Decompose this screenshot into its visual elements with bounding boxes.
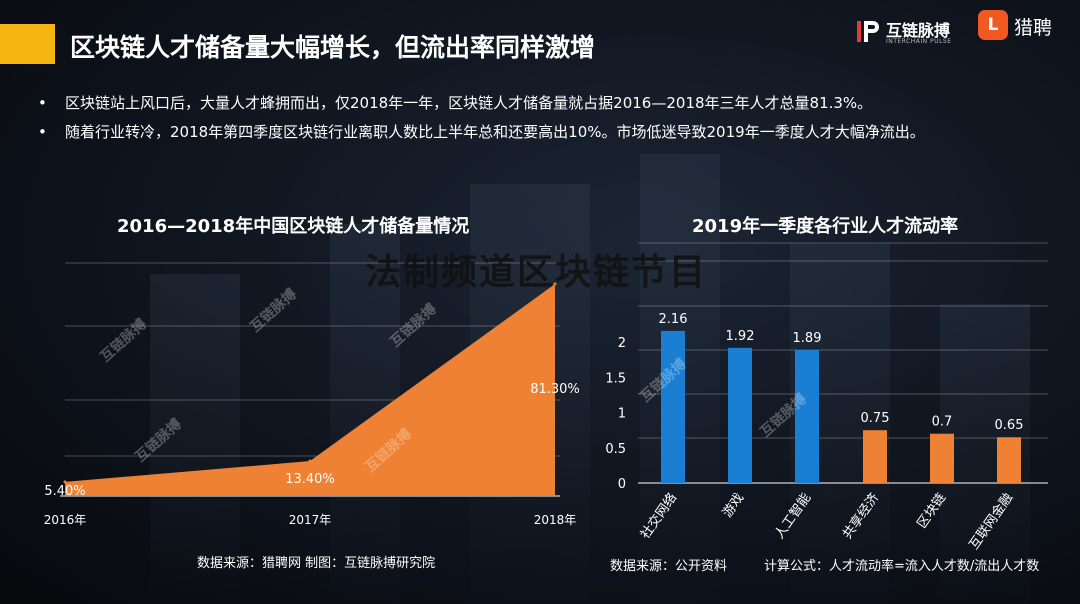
chart1-x-tick-label: 2018年 xyxy=(534,513,577,527)
chart2-y-tick-label: 1.5 xyxy=(605,371,626,386)
overlay-caption: 法制频道区块链节目 xyxy=(365,252,708,293)
chart2-x-tick-label: 区块链 xyxy=(915,491,950,532)
chart1-data-label: 13.40% xyxy=(285,472,335,487)
chart1-point xyxy=(553,282,557,286)
interchain-pulse-logo-subtitle: INTERCHAIN PULSE xyxy=(886,38,952,45)
chart2-y-tick-label: 2 xyxy=(618,336,626,351)
chart2-data-label: 2.16 xyxy=(659,312,688,327)
bullet-item: 随着行业转冷，2018年第四季度区块链行业离职人数比上半年总和还要高出10%。市… xyxy=(38,118,1048,147)
chart1-point xyxy=(63,480,67,484)
bullet-list: 区块链站上风口后，大量人才蜂拥而出，仅2018年一年，区块链人才储备量就占据20… xyxy=(38,89,1048,147)
chart2-bar xyxy=(795,349,819,483)
interchain-pulse-logo-icon xyxy=(857,21,879,42)
chart2-x-tick-label: 互联网金融 xyxy=(966,490,1016,552)
chart1-area-series xyxy=(65,284,555,496)
chart2-bar-chart: 0 0.5 1 1.5 2 2.16 1.92 1.89 0.75 0.7 0.65 社交网络 游戏 人工… xyxy=(605,242,1048,553)
chart2-data-label: 0.65 xyxy=(995,418,1024,433)
background-building xyxy=(150,274,240,604)
chart2-data-label: 0.75 xyxy=(861,411,890,426)
chart2-x-tick-label: 游戏 xyxy=(720,491,747,521)
liepin-logo-name: 猎聘 xyxy=(1014,17,1053,39)
chart2-bar xyxy=(728,347,752,483)
chart2-x-tick-label: 共享经济 xyxy=(839,490,882,542)
interchain-pulse-logo: 互链脉搏 INTERCHAIN PULSE xyxy=(856,16,964,46)
chart2-data-label: 1.92 xyxy=(726,329,755,344)
chart2-x-tick-label: 人工智能 xyxy=(772,491,814,542)
page-title: 区块链人才储备量大幅增长，但流出率同样激增 xyxy=(70,33,596,62)
chart2-bar xyxy=(863,430,887,483)
title-accent-bar xyxy=(0,24,55,64)
chart1-title: 2016—2018年中国区块链人才储备量情况 xyxy=(117,216,470,237)
chart2-y-tick-label: 0 xyxy=(618,477,626,492)
liepin-logo-icon: L xyxy=(978,10,1008,40)
chart2-y-tick-label: 1 xyxy=(618,407,626,422)
chart2-source: 数据来源：公开资料 xyxy=(610,559,728,574)
chart2-bar xyxy=(930,433,954,483)
bullet-item: 区块链站上风口后，大量人才蜂拥而出，仅2018年一年，区块链人才储备量就占据20… xyxy=(38,89,1048,118)
chart2-y-tick-label: 0.5 xyxy=(605,442,626,457)
chart2-x-tick-label: 社交网络 xyxy=(637,490,680,542)
liepin-logo: L 猎聘 xyxy=(978,10,1074,40)
chart1-point xyxy=(308,459,312,463)
chart2-data-label: 1.89 xyxy=(793,331,822,346)
chart1-x-tick-label: 2016年 xyxy=(44,513,87,527)
chart1-source: 数据来源：猎聘网 制图：互链脉搏研究院 xyxy=(197,556,436,571)
chart2-bar xyxy=(661,330,685,483)
chart1-data-label: 5.40% xyxy=(44,484,85,499)
interchain-pulse-logo-name: 互链脉搏 xyxy=(886,21,951,40)
chart1-data-label: 81.30% xyxy=(530,382,580,397)
chart2-bar xyxy=(997,437,1021,483)
chart2-data-label: 0.7 xyxy=(932,415,953,430)
chart2-title: 2019年一季度各行业人才流动率 xyxy=(692,216,959,237)
chart1-x-tick-label: 2017年 xyxy=(289,513,332,527)
chart2-formula: 计算公式：人才流动率=流入人才数/流出人才数 xyxy=(764,559,1040,574)
chart1-area-chart: 5.40% 13.40% 81.30% 2016年 2017年 2018年 xyxy=(44,262,580,527)
